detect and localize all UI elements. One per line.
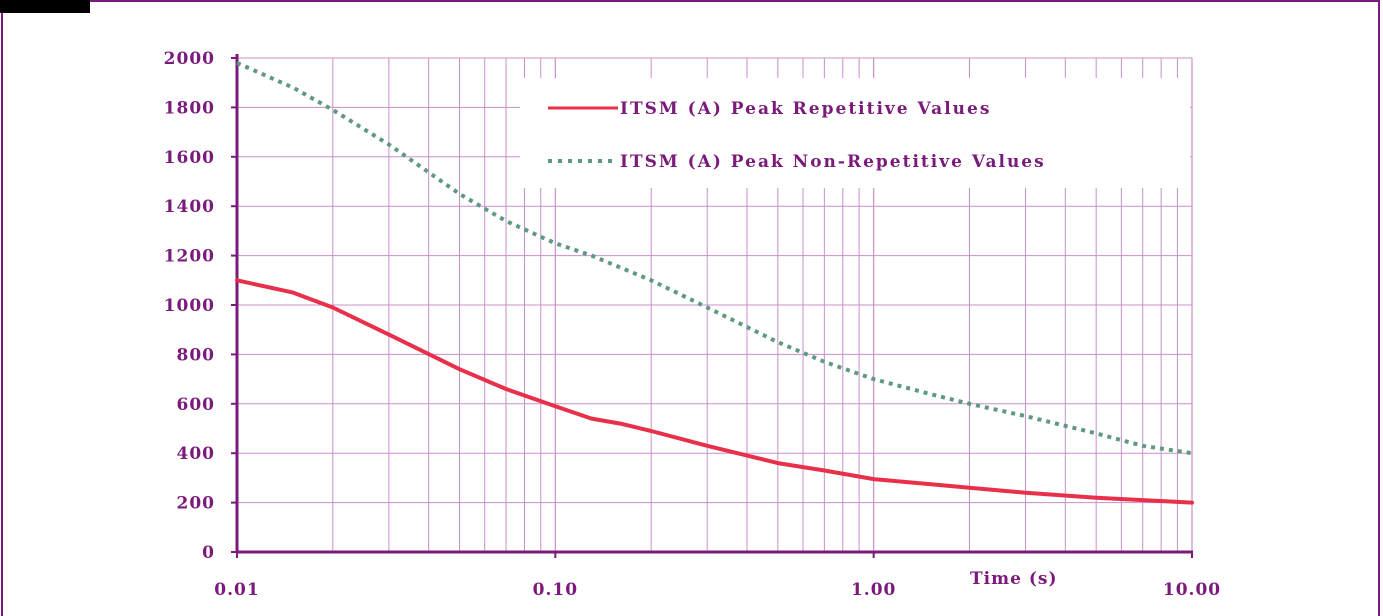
x-tick-label: 0.10 — [533, 580, 578, 600]
y-tick-label: 1200 — [164, 247, 215, 267]
y-tick-label: 1600 — [164, 148, 215, 168]
corner-block — [0, 0, 90, 13]
y-tick-label: 800 — [177, 345, 216, 365]
legend-label-repetitive: ITSM (A) Peak Repetitive Values — [620, 99, 991, 119]
y-tick-label: 200 — [177, 494, 216, 514]
y-tick-label: 1800 — [164, 98, 215, 118]
y-tick-label: 1000 — [164, 296, 215, 316]
x-tick-labels: 0.01 0.10 1.00 10.00 — [214, 580, 1221, 600]
y-tick-label: 0 — [202, 543, 215, 563]
legend-background — [520, 78, 1190, 188]
x-tick-label: 10.00 — [1163, 580, 1221, 600]
legend-label-non-repetitive: ITSM (A) Peak Non-Repetitive Values — [620, 152, 1046, 172]
x-axis-title: Time (s) — [970, 569, 1058, 589]
legend: ITSM (A) Peak Repetitive Values ITSM (A) … — [548, 99, 1046, 172]
x-tick-label: 1.00 — [851, 580, 896, 600]
y-tick-label: 2000 — [164, 49, 215, 69]
series — [235, 61, 1194, 505]
series-line-repetitive — [235, 278, 1194, 505]
y-tick-labels: 0 200 400 600 800 1000 1200 1400 1600 1800 2000 — [164, 49, 216, 563]
series-line-non-repetitive — [236, 61, 1193, 456]
y-tick-label: 600 — [177, 395, 216, 415]
y-tick-label: 1400 — [164, 197, 215, 217]
x-tick-label: 0.01 — [214, 580, 259, 600]
axes — [231, 54, 1193, 558]
y-tick-label: 400 — [177, 444, 216, 464]
